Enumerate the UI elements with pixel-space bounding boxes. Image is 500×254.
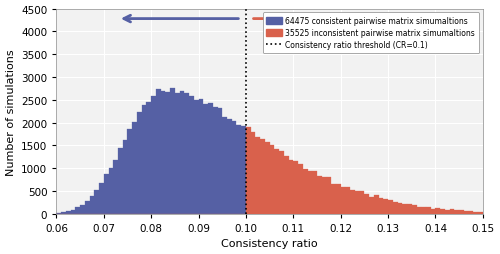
Bar [132, 122, 137, 214]
Bar [478, 212, 483, 214]
Bar [122, 140, 128, 214]
Bar [384, 199, 388, 214]
Bar [128, 130, 132, 214]
Bar [204, 104, 208, 214]
Bar [331, 184, 336, 214]
Bar [431, 209, 436, 214]
Bar [104, 174, 108, 214]
Bar [94, 190, 99, 214]
Bar [483, 212, 488, 214]
Bar [388, 200, 393, 214]
Bar [208, 104, 213, 214]
Bar [317, 176, 322, 214]
Bar [426, 207, 431, 214]
Bar [336, 184, 340, 214]
Bar [76, 208, 80, 214]
Bar [160, 92, 166, 214]
Bar [416, 207, 422, 214]
Bar [355, 192, 360, 214]
Bar [340, 187, 345, 214]
Bar [312, 171, 317, 214]
Bar [288, 160, 294, 214]
Bar [459, 210, 464, 214]
Bar [90, 197, 94, 214]
Bar [398, 203, 402, 214]
Bar [488, 212, 492, 214]
Bar [464, 212, 468, 214]
Legend: 64475 consistent pairwise matrix simumaltions, 35525 inconsistent pairwise matri: 64475 consistent pairwise matrix simumal… [262, 13, 479, 54]
Bar [256, 137, 260, 214]
Bar [236, 125, 241, 214]
Bar [222, 117, 227, 214]
Bar [412, 205, 416, 214]
Bar [378, 198, 384, 214]
Bar [142, 105, 146, 214]
Bar [70, 210, 76, 214]
Bar [308, 171, 312, 214]
Bar [151, 97, 156, 214]
Bar [175, 94, 180, 214]
Bar [146, 103, 151, 214]
Bar [468, 212, 473, 214]
Bar [298, 164, 303, 214]
Bar [402, 204, 407, 214]
Bar [99, 183, 104, 214]
Bar [294, 161, 298, 214]
Bar [246, 127, 250, 214]
Bar [56, 213, 61, 214]
Bar [198, 100, 203, 214]
Bar [227, 119, 232, 214]
Bar [436, 208, 440, 214]
Bar [241, 126, 246, 214]
Bar [346, 187, 350, 214]
Bar [166, 92, 170, 214]
Bar [322, 177, 326, 214]
Bar [61, 212, 66, 214]
Bar [450, 209, 454, 214]
Bar [303, 169, 308, 214]
Bar [85, 201, 89, 214]
Bar [369, 198, 374, 214]
Bar [170, 89, 175, 214]
Bar [156, 90, 160, 214]
Bar [180, 92, 184, 214]
Bar [270, 146, 274, 214]
Bar [265, 142, 270, 214]
Bar [284, 156, 288, 214]
X-axis label: Consistency ratio: Consistency ratio [222, 239, 318, 248]
Bar [422, 207, 426, 214]
Bar [360, 191, 364, 214]
Bar [118, 148, 122, 214]
Bar [279, 151, 284, 214]
Bar [108, 168, 114, 214]
Bar [218, 109, 222, 214]
Bar [137, 112, 141, 214]
Bar [326, 178, 331, 214]
Bar [260, 140, 265, 214]
Bar [474, 212, 478, 214]
Bar [66, 211, 70, 214]
Bar [250, 133, 256, 214]
Bar [213, 107, 218, 214]
Bar [114, 160, 118, 214]
Bar [440, 210, 445, 214]
Bar [189, 96, 194, 214]
Y-axis label: Number of simulations: Number of simulations [6, 49, 16, 175]
Bar [407, 204, 412, 214]
Bar [445, 210, 450, 214]
Bar [184, 93, 189, 214]
Bar [454, 210, 459, 214]
Bar [393, 202, 398, 214]
Bar [350, 190, 355, 214]
Bar [194, 100, 198, 214]
Bar [80, 205, 85, 214]
Bar [232, 122, 236, 214]
Bar [274, 149, 279, 214]
Bar [364, 195, 369, 214]
Bar [374, 195, 378, 214]
